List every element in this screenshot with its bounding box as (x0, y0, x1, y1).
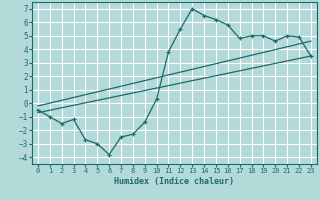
X-axis label: Humidex (Indice chaleur): Humidex (Indice chaleur) (115, 177, 234, 186)
